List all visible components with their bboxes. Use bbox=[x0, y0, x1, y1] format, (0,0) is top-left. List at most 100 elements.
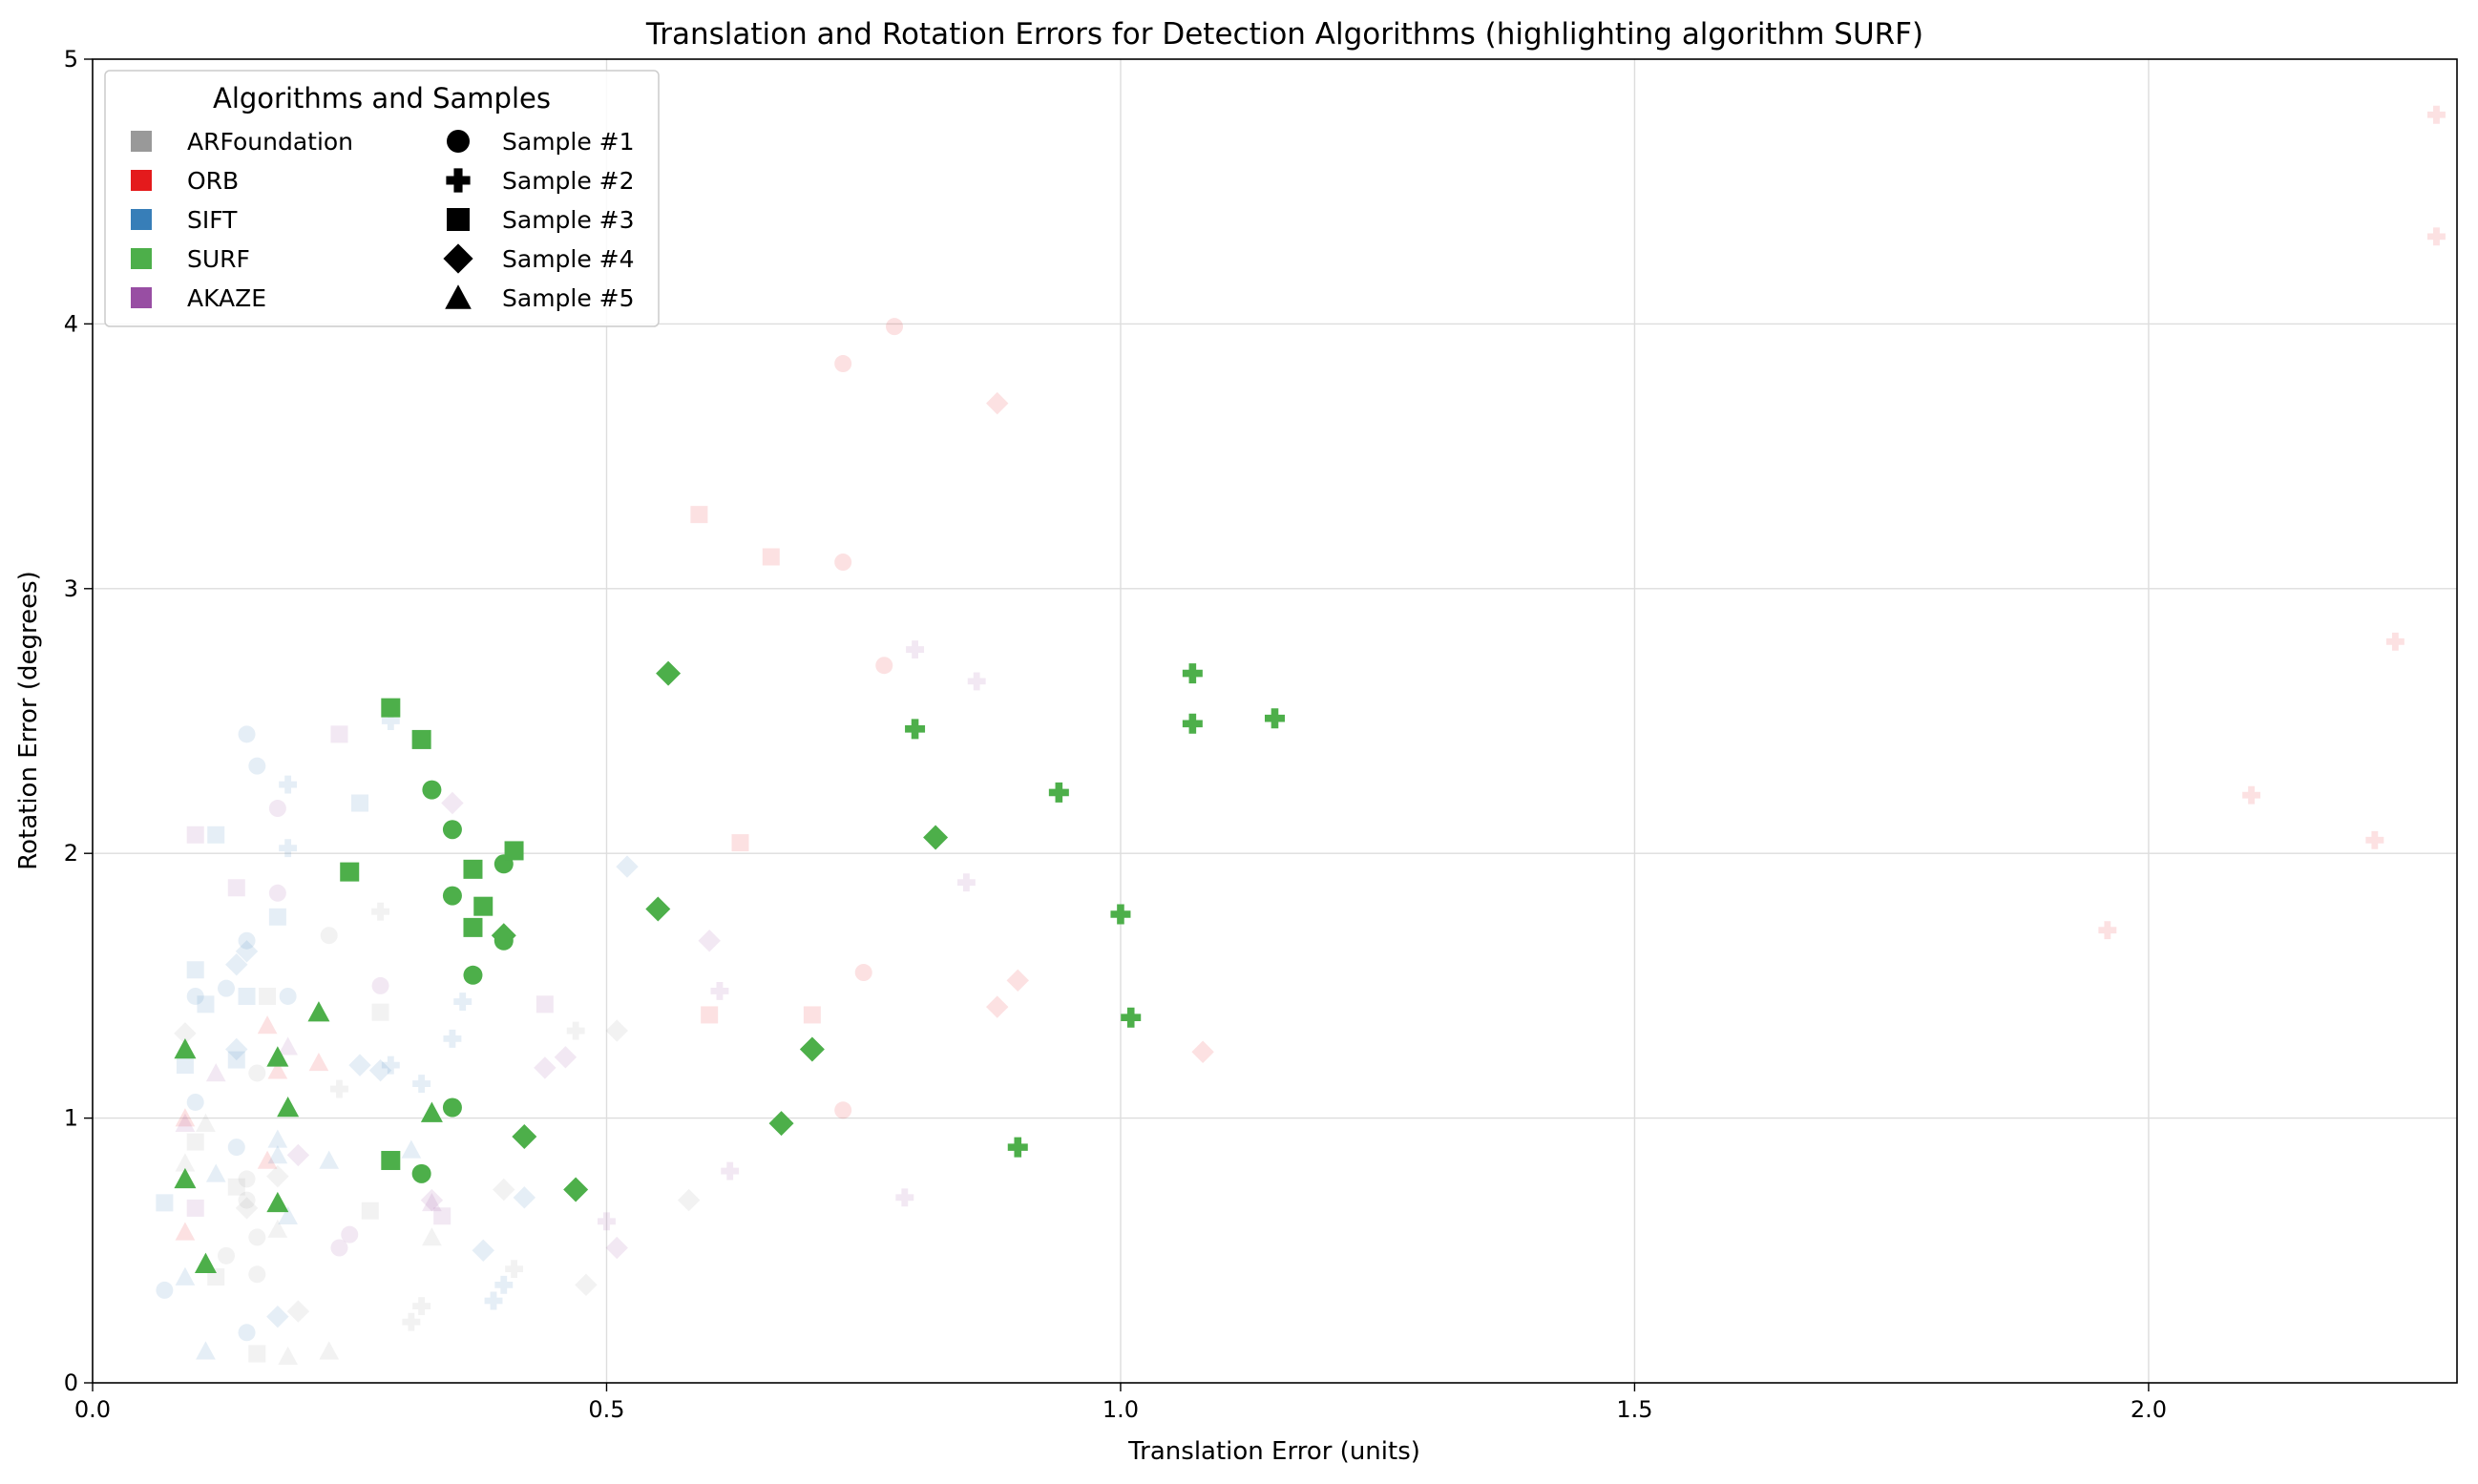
data-point-surf-sample-3 bbox=[340, 862, 360, 882]
data-point-sift-sample-5 bbox=[196, 1341, 216, 1360]
data-point-arfoundation-sample-5 bbox=[319, 1341, 340, 1360]
data-point-orb-sample-3 bbox=[690, 506, 708, 524]
data-point-arfoundation-sample-3 bbox=[371, 1003, 389, 1021]
data-point-sift-sample-2 bbox=[279, 775, 298, 794]
data-point-surf-sample-1 bbox=[442, 820, 462, 840]
data-point-arfoundation-sample-1 bbox=[320, 927, 338, 945]
data-point-arfoundation-sample-5 bbox=[175, 1153, 196, 1172]
y-tick-label: 0 bbox=[64, 1369, 78, 1396]
data-point-arfoundation-sample-4 bbox=[286, 1300, 310, 1323]
data-point-akaze-sample-3 bbox=[227, 879, 245, 897]
data-point-sift-sample-4 bbox=[616, 855, 639, 878]
data-point-arfoundation-sample-4 bbox=[235, 1197, 259, 1220]
data-point-akaze-sample-2 bbox=[598, 1212, 616, 1231]
data-point-akaze-sample-1 bbox=[268, 800, 286, 818]
data-point-sift-sample-1 bbox=[218, 979, 236, 997]
data-point-akaze-sample-2 bbox=[710, 981, 729, 1000]
legend-sample-label: Sample #5 bbox=[502, 284, 635, 312]
data-point-sift-sample-2 bbox=[494, 1275, 514, 1294]
data-point-sift-sample-2 bbox=[484, 1291, 503, 1310]
x-tick-label: 0.0 bbox=[74, 1396, 111, 1423]
data-point-surf-sample-3 bbox=[463, 917, 483, 937]
data-point-surf-sample-4 bbox=[923, 825, 949, 850]
data-point-arfoundation-sample-3 bbox=[227, 1178, 245, 1196]
legend-title: Algorithms and Samples bbox=[213, 82, 551, 115]
data-point-akaze-sample-2 bbox=[895, 1188, 914, 1207]
data-point-sift-sample-1 bbox=[186, 987, 204, 1005]
data-point-surf-sample-5 bbox=[277, 1097, 300, 1118]
data-point-sift-sample-2 bbox=[279, 839, 298, 858]
highlighted-points bbox=[174, 660, 1285, 1273]
data-point-sift-sample-1 bbox=[238, 725, 256, 743]
data-point-akaze-sample-4 bbox=[441, 791, 464, 815]
data-point-sift-sample-3 bbox=[197, 995, 215, 1014]
data-point-sift-sample-4 bbox=[266, 1305, 289, 1328]
data-point-surf-sample-4 bbox=[491, 923, 516, 949]
data-point-surf-sample-3 bbox=[473, 896, 494, 916]
x-tick-label: 1.0 bbox=[1102, 1396, 1139, 1423]
data-point-surf-sample-5 bbox=[174, 1037, 197, 1059]
legend-algorithm-label: ARFoundation bbox=[187, 128, 353, 156]
legend-swatch-akaze bbox=[131, 287, 152, 308]
legend-sample-label: Sample #2 bbox=[502, 167, 635, 195]
data-point-sift-sample-2 bbox=[412, 1075, 431, 1093]
data-point-sift-sample-2 bbox=[443, 1029, 462, 1048]
data-point-orb-sample-5 bbox=[175, 1222, 196, 1241]
data-point-orb-sample-5 bbox=[175, 1108, 196, 1127]
data-point-arfoundation-sample-3 bbox=[186, 1133, 204, 1151]
data-point-surf-sample-2 bbox=[1182, 663, 1203, 684]
data-point-akaze-sample-3 bbox=[536, 995, 554, 1014]
legend-box bbox=[104, 70, 660, 327]
data-point-surf-sample-2 bbox=[1110, 904, 1131, 925]
legend-items: ARFoundation ORB SIFT SURF AKAZE Sample #1 Sam… bbox=[131, 128, 635, 312]
data-point-arfoundation-sample-3 bbox=[259, 987, 277, 1005]
legend-algorithm-label: ORB bbox=[187, 167, 239, 195]
data-point-orb-sample-2 bbox=[2427, 105, 2446, 124]
data-point-arfoundation-sample-1 bbox=[248, 1265, 266, 1284]
legend-sample-label: Sample #1 bbox=[502, 128, 635, 156]
data-point-arfoundation-sample-4 bbox=[605, 1019, 628, 1042]
plot-frame bbox=[92, 58, 2458, 1384]
data-point-sift-sample-4 bbox=[225, 953, 248, 976]
data-point-orb-sample-3 bbox=[803, 1006, 821, 1024]
faded-points bbox=[156, 105, 2446, 1366]
data-point-surf-sample-5 bbox=[420, 1101, 443, 1122]
data-point-sift-sample-3 bbox=[207, 826, 225, 844]
data-point-surf-sample-4 bbox=[656, 660, 682, 686]
data-point-surf-sample-1 bbox=[442, 1097, 462, 1118]
data-point-surf-sample-1 bbox=[442, 886, 462, 906]
y-tick-label: 2 bbox=[64, 840, 78, 867]
legend-swatch-orb bbox=[131, 170, 152, 191]
data-point-surf-sample-5 bbox=[266, 1046, 289, 1067]
data-point-orb-sample-2 bbox=[2427, 227, 2446, 246]
data-point-akaze-sample-5 bbox=[175, 1113, 196, 1132]
data-point-arfoundation-sample-1 bbox=[238, 1191, 256, 1209]
data-point-sift-sample-5 bbox=[267, 1145, 288, 1164]
data-point-akaze-sample-2 bbox=[906, 640, 925, 659]
data-point-arfoundation-sample-4 bbox=[266, 1164, 289, 1188]
data-point-arfoundation-sample-4 bbox=[174, 1022, 197, 1045]
data-point-sift-sample-1 bbox=[227, 1139, 245, 1157]
data-point-sift-sample-1 bbox=[238, 931, 256, 950]
data-point-arfoundation-sample-2 bbox=[412, 1297, 431, 1316]
data-point-orb-sample-5 bbox=[267, 1060, 288, 1079]
chart-title: Translation and Rotation Errors for Dete… bbox=[645, 17, 1923, 52]
data-point-sift-sample-2 bbox=[381, 1056, 400, 1075]
data-point-orb-sample-1 bbox=[854, 964, 872, 982]
data-point-arfoundation-sample-1 bbox=[248, 1064, 266, 1082]
data-point-sift-sample-1 bbox=[248, 757, 266, 775]
data-point-surf-sample-1 bbox=[422, 780, 442, 800]
data-point-surf-sample-3 bbox=[381, 1150, 401, 1170]
data-point-surf-sample-4 bbox=[768, 1111, 794, 1137]
data-point-arfoundation-sample-2 bbox=[330, 1079, 348, 1098]
data-point-sift-sample-4 bbox=[513, 1186, 536, 1209]
data-point-sift-sample-3 bbox=[268, 908, 286, 926]
y-tick-label: 3 bbox=[64, 575, 78, 602]
data-point-surf-sample-3 bbox=[504, 841, 524, 861]
data-point-akaze-sample-2 bbox=[956, 873, 976, 892]
data-point-akaze-sample-5 bbox=[205, 1063, 226, 1082]
data-point-arfoundation-sample-3 bbox=[248, 1345, 266, 1363]
data-point-sift-sample-3 bbox=[351, 794, 369, 812]
data-point-akaze-sample-4 bbox=[605, 1236, 628, 1260]
data-point-arfoundation-sample-5 bbox=[278, 1346, 298, 1366]
